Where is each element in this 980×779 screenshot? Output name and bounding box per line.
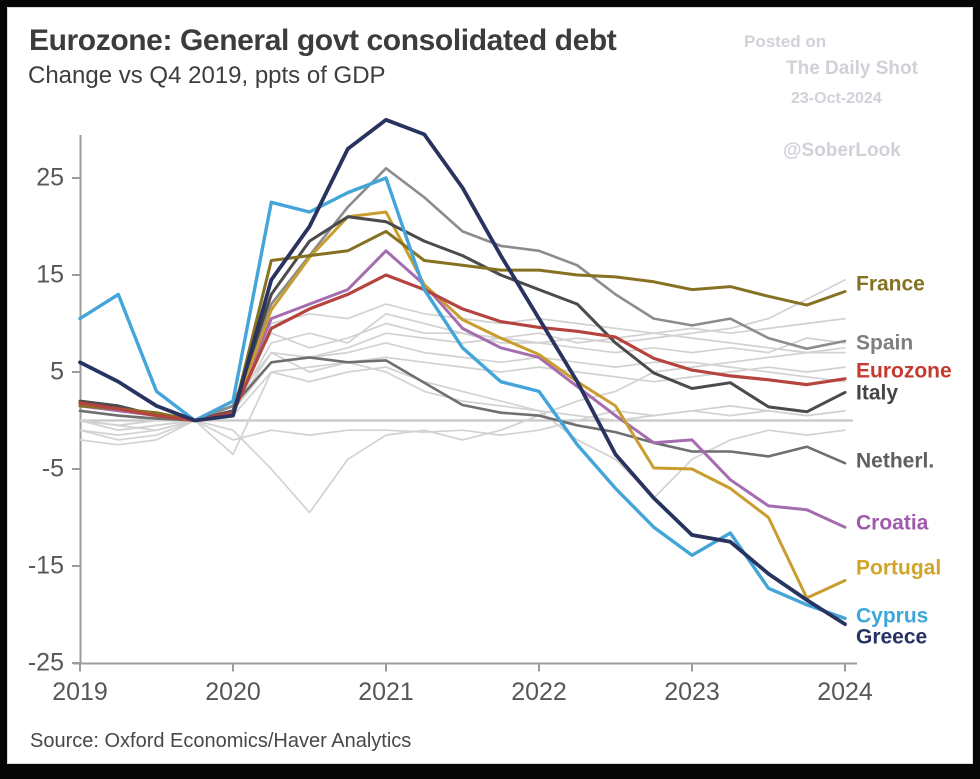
series-line-netherlands [78, 356, 847, 465]
y-tick-label: -5 [41, 454, 64, 483]
chart-subtitle: Change vs Q4 2019, ppts of GDP [28, 62, 386, 89]
x-tick-label: 2019 [52, 678, 108, 706]
series-line-cyprus [78, 176, 847, 621]
x-tick-label: 2021 [358, 678, 414, 706]
x-tick-label: 2023 [664, 678, 720, 706]
source-note: Source: Oxford Economics/Haver Analytics [30, 730, 412, 752]
series-line-croatia [78, 249, 847, 529]
series-label-croatia: Croatia [856, 511, 929, 535]
x-tick-label: 2020 [205, 678, 261, 706]
series-label-eurozone: Eurozone [856, 359, 952, 383]
series-line-greece [78, 117, 847, 627]
series-label-netherlands: Netherl. [856, 449, 935, 473]
series-label-portugal: Portugal [856, 556, 942, 580]
series-line-other-eurozone-6 [79, 366, 846, 456]
y-tick-label: 5 [50, 357, 64, 386]
x-tick-label: 2024 [817, 678, 873, 706]
series-label-france: France [856, 272, 925, 296]
watermark-date: 23-Oct-2024 [791, 90, 882, 107]
series-line-other-eurozone-9 [79, 346, 846, 514]
series-label-greece: Greece [856, 625, 928, 649]
watermark-posted-on: Posted on [744, 32, 827, 51]
y-tick-label: 15 [36, 260, 64, 289]
chart-title: Eurozone: General govt consolidated debt [29, 24, 617, 57]
watermark-handle: @SoberLook [783, 140, 901, 161]
y-tick-label: -15 [27, 551, 64, 580]
series-label-italy: Italy [856, 381, 899, 405]
x-tick-label: 2022 [511, 678, 567, 706]
chart-card [7, 7, 973, 764]
y-tick-label: -25 [27, 648, 64, 677]
series-line-other-eurozone-10 [79, 405, 846, 441]
y-tick-label: 25 [36, 163, 64, 192]
watermark-site-name: The Daily Shot [786, 58, 918, 79]
series-label-cyprus: Cyprus [856, 604, 929, 628]
series-label-spain: Spain [856, 331, 914, 355]
